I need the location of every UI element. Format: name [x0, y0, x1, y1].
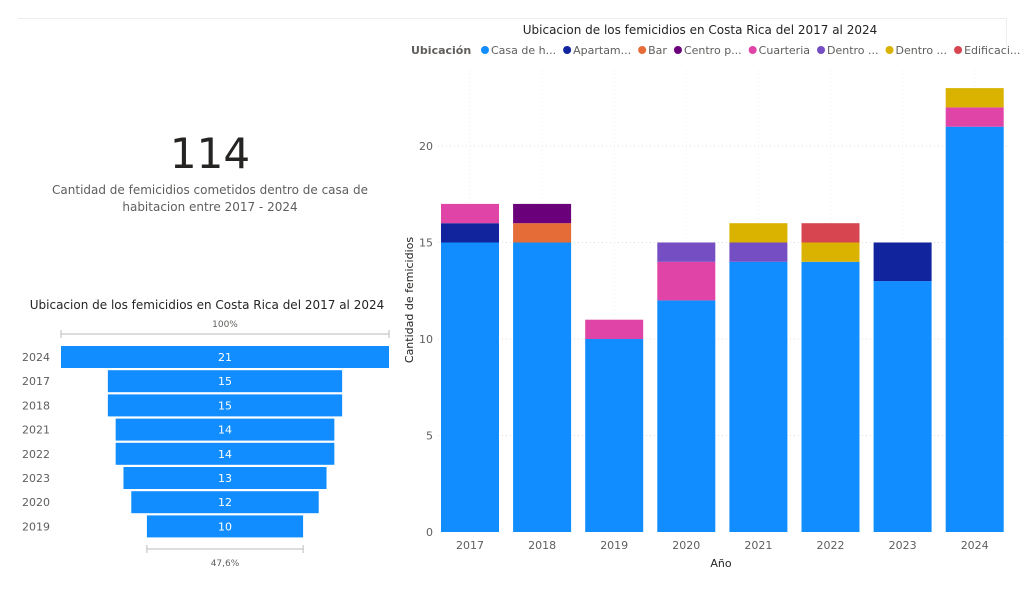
- bar-segment-2019-4[interactable]: [585, 319, 644, 339]
- bar-segment-2023-0[interactable]: [873, 281, 932, 532]
- funnel-category-label: 2019: [22, 520, 50, 533]
- bar-segment-2017-0[interactable]: [441, 242, 499, 533]
- funnel-value-label: 15: [218, 375, 232, 388]
- legend-marker-icon: [638, 46, 647, 54]
- bar-segment-2018-2[interactable]: [513, 223, 572, 243]
- funnel-bar-2024[interactable]: [61, 346, 389, 368]
- legend: Ubicación Casa de h... Apartam... Bar Centro…: [411, 44, 1020, 57]
- kpi-card[interactable]: 114 Cantidad de femicidios cometidos den…: [40, 128, 380, 216]
- funnel-value-label: 14: [218, 424, 232, 437]
- funnel-value-label: 15: [218, 399, 232, 412]
- legend-marker-icon: [673, 46, 682, 54]
- bar-segment-2017-1[interactable]: [441, 223, 499, 243]
- kpi-label: Cantidad de femicidios cometidos dentro …: [52, 183, 368, 214]
- funnel-title: Ubicacion de los femicidios en Costa Ric…: [30, 298, 385, 312]
- y-tick-label: 0: [426, 526, 433, 539]
- funnel-top-label: 100%: [212, 320, 238, 330]
- y-tick-label: 15: [419, 237, 433, 250]
- funnel-value-label: 14: [218, 448, 232, 461]
- legend-item[interactable]: Edificaci...: [964, 44, 1020, 57]
- bar-segment-2022-0[interactable]: [801, 261, 860, 532]
- legend-marker-icon: [954, 46, 963, 54]
- bar-segment-2024-6[interactable]: [945, 88, 1004, 108]
- legend-marker-icon: [481, 46, 489, 54]
- legend-marker-icon: [748, 46, 757, 54]
- bar-segment-2023-1[interactable]: [873, 242, 932, 282]
- x-axis-label: Año: [710, 557, 731, 570]
- y-tick-label: 5: [426, 430, 433, 443]
- legend-item[interactable]: Dentro ...: [827, 44, 879, 57]
- y-tick-label: 20: [419, 140, 433, 153]
- bar-segment-2024-0[interactable]: [945, 126, 1004, 532]
- kpi-value: 114: [169, 129, 251, 178]
- legend-item[interactable]: Apartam...: [573, 44, 631, 57]
- funnel-category-label: 2023: [22, 472, 50, 485]
- legend-item[interactable]: Dentro ...: [896, 44, 948, 57]
- funnel-value-label: 13: [218, 472, 232, 485]
- legend-marker-icon: [563, 46, 572, 54]
- funnel-category-label: 2022: [22, 448, 50, 461]
- bar-segment-2020-0[interactable]: [657, 300, 716, 532]
- bar-segment-2021-5[interactable]: [729, 242, 788, 262]
- legend-item[interactable]: Casa de h...: [491, 44, 556, 57]
- funnel-bar-2021[interactable]: [115, 418, 335, 441]
- x-tick-label: 2023: [889, 539, 917, 552]
- x-tick-label: 2024: [961, 539, 989, 552]
- legend-item[interactable]: Bar: [648, 44, 667, 57]
- bar-segment-2021-6[interactable]: [729, 223, 788, 243]
- legend-marker-icon: [817, 46, 825, 54]
- funnel-bottom-label: 47,6%: [211, 559, 240, 569]
- legend-marker-icon: [885, 46, 894, 54]
- bar-segment-2020-5[interactable]: [657, 242, 716, 262]
- bar-segment-2017-4[interactable]: [441, 203, 499, 224]
- bar-segment-2018-3[interactable]: [513, 203, 572, 224]
- funnel-bar-2022[interactable]: [115, 442, 335, 465]
- bar-segment-2024-4[interactable]: [945, 107, 1004, 127]
- legend-item[interactable]: Centro p...: [684, 44, 742, 57]
- funnel-bar-2020[interactable]: [131, 491, 319, 514]
- visual-border: [18, 18, 1007, 47]
- funnel-value-label: 21: [218, 351, 232, 364]
- bar-segment-2021-0[interactable]: [729, 261, 788, 532]
- y-tick-label: 10: [419, 333, 433, 346]
- funnel-category-label: 2017: [22, 375, 50, 388]
- funnel-value-label: 12: [218, 496, 232, 509]
- bar-segment-2022-7[interactable]: [801, 223, 860, 243]
- x-tick-label: 2021: [744, 539, 772, 552]
- funnel-bar-2019[interactable]: [146, 515, 304, 538]
- funnel-bar-2023[interactable]: [123, 467, 327, 489]
- funnel-bar-2018[interactable]: [107, 394, 343, 417]
- legend-title: Ubicación: [411, 44, 471, 57]
- bar-segment-2018-0[interactable]: [513, 242, 572, 533]
- x-tick-label: 2019: [600, 539, 628, 552]
- x-tick-label: 2018: [528, 539, 556, 552]
- funnel-category-label: 2020: [22, 496, 50, 509]
- y-axis-label: Cantidad de femicidios: [403, 237, 416, 363]
- funnel-category-label: 2021: [22, 424, 50, 437]
- bar-segment-2022-6[interactable]: [801, 242, 860, 262]
- funnel-category-label: 2018: [22, 399, 50, 412]
- stacked-bar-chart[interactable]: Ubicacion de los femicidios en Costa Ric…: [400, 0, 1024, 592]
- funnel-bar-2017[interactable]: [107, 370, 343, 393]
- bar-segment-2019-0[interactable]: [585, 339, 644, 532]
- x-tick-label: 2017: [456, 539, 484, 552]
- bar-chart-title: Ubicacion de los femicidios en Costa Ric…: [523, 23, 878, 37]
- funnel-value-label: 10: [218, 520, 232, 533]
- x-tick-label: 2020: [672, 539, 700, 552]
- legend-item[interactable]: Cuarteria: [759, 44, 810, 57]
- funnel-category-label: 2024: [22, 351, 50, 364]
- bar-segment-2020-4[interactable]: [657, 261, 716, 301]
- funnel-chart[interactable]: Ubicacion de los femicidios en Costa Ric…: [0, 290, 400, 590]
- x-tick-label: 2022: [817, 539, 845, 552]
